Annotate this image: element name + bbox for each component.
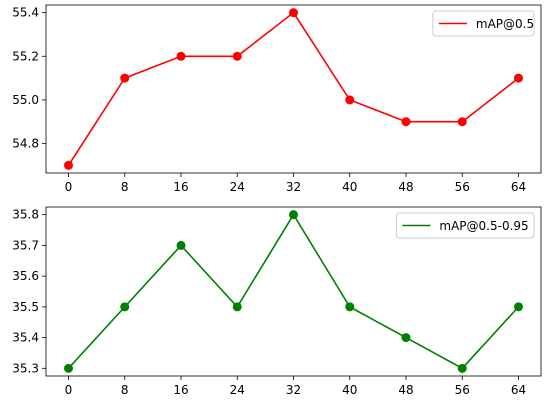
y-tick-label: 35.3 bbox=[12, 361, 39, 375]
y-tick-label: 35.8 bbox=[12, 208, 39, 222]
data-point bbox=[64, 363, 73, 373]
x-tick-label: 64 bbox=[511, 383, 526, 397]
data-point bbox=[457, 363, 467, 373]
data-point bbox=[289, 8, 298, 18]
y-tick-label: 55.0 bbox=[12, 93, 39, 107]
y-tick-label: 35.5 bbox=[12, 300, 39, 314]
x-tick-label: 24 bbox=[230, 180, 245, 194]
x-tick-label: 64 bbox=[511, 180, 526, 194]
y-tick-label: 55.4 bbox=[12, 6, 39, 20]
data-point bbox=[232, 302, 242, 312]
x-tick-label: 16 bbox=[173, 383, 188, 397]
subplot-1: 54.8 55.0 55.2 55.4 0 8 16 24 32 40 48 56 64 mAP@0.5 bbox=[12, 4, 542, 194]
data-point bbox=[289, 210, 298, 220]
data-point bbox=[401, 117, 411, 127]
x-tick-label: 32 bbox=[286, 383, 301, 397]
x-tick-label: 40 bbox=[342, 383, 357, 397]
x-tick-label: 32 bbox=[286, 180, 301, 194]
legend-box bbox=[432, 10, 535, 37]
subplot-2: 35.3 35.4 35.5 35.6 35.7 35.8 0 8 16 24 32 40 48 56 64… bbox=[12, 206, 542, 397]
x-tick-label: 56 bbox=[455, 383, 470, 397]
data-point bbox=[64, 160, 73, 170]
y-tick-label: 54.8 bbox=[12, 137, 39, 151]
legend-label: mAP@0.5 bbox=[476, 17, 534, 31]
y-tick-label: 35.6 bbox=[12, 269, 39, 283]
x-tick-label: 40 bbox=[342, 180, 357, 194]
x-tick-label: 56 bbox=[455, 180, 470, 194]
y-tick-label: 55.2 bbox=[12, 49, 39, 63]
data-point bbox=[345, 302, 355, 312]
x-tick-label: 8 bbox=[121, 383, 129, 397]
x-tick-label: 0 bbox=[65, 383, 73, 397]
legend-label: mAP@0.5-0.95 bbox=[439, 219, 528, 233]
data-point bbox=[514, 73, 523, 83]
data-point bbox=[176, 51, 186, 61]
x-tick-label: 24 bbox=[230, 383, 245, 397]
data-point bbox=[120, 302, 130, 312]
x-tick-label: 8 bbox=[121, 180, 129, 194]
legend-box bbox=[395, 212, 535, 239]
x-tick-label: 48 bbox=[398, 383, 413, 397]
legend: mAP@0.5 bbox=[432, 10, 535, 37]
legend: mAP@0.5-0.95 bbox=[395, 212, 535, 239]
data-point bbox=[514, 302, 523, 312]
data-point bbox=[401, 333, 411, 343]
x-tick-label: 48 bbox=[398, 180, 413, 194]
data-point bbox=[176, 240, 186, 250]
data-point bbox=[345, 95, 355, 105]
y-tick-label: 35.7 bbox=[12, 238, 39, 252]
data-point bbox=[120, 73, 130, 83]
y-tick-label: 35.4 bbox=[12, 331, 39, 345]
x-tick-label: 16 bbox=[173, 180, 188, 194]
data-point bbox=[457, 117, 467, 127]
data-point bbox=[232, 51, 242, 61]
x-tick-label: 0 bbox=[65, 180, 73, 194]
